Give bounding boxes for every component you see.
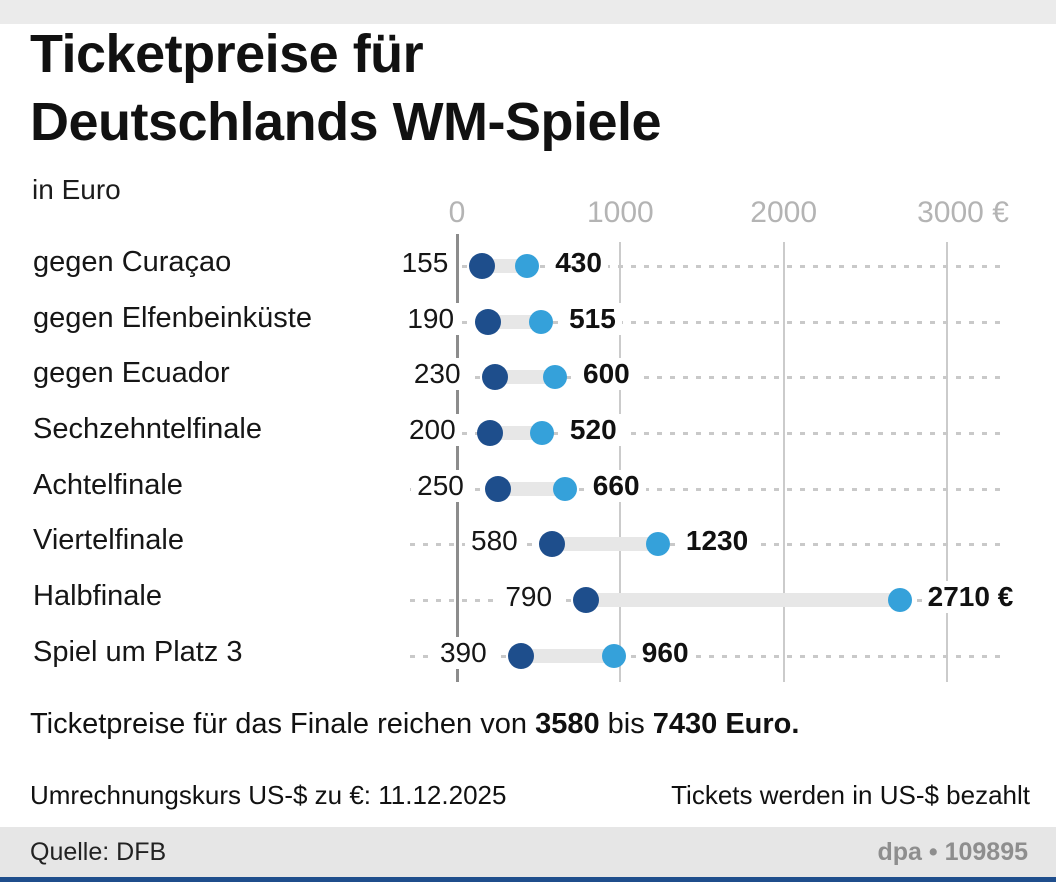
category-label: gegen Ecuador [33,357,230,390]
finale-price-note: Ticketpreise für das Finale reichen von … [30,708,799,741]
max-dot [887,587,912,612]
min-value-label: 155 [395,247,455,279]
title-line-1: Ticketpreise für [30,24,424,84]
source-label: Quelle: DFB [30,838,167,866]
min-dot [484,475,511,502]
row-dotted-line [410,487,1008,491]
max-value-label: 660 [586,469,646,502]
min-dot [538,531,565,558]
max-dot [552,476,577,501]
max-value-label: 960 [635,636,695,669]
min-value-label: 230 [407,358,467,391]
max-dot [529,309,554,334]
range-connector [488,314,542,329]
max-dot [515,254,540,278]
max-dot [543,365,567,390]
category-label: Spiel um Platz 3 [33,635,243,668]
top-strip [0,0,1056,24]
payment-currency-note: Tickets werden in US-$ bezahlt [671,780,1030,810]
axis-tick-label: 0 [448,196,466,229]
min-dot [507,642,534,669]
max-value-label: 515 [563,302,622,335]
max-dot [601,643,626,668]
min-dot [476,419,503,446]
category-label: Achtelfinale [33,468,183,501]
min-value-label: 200 [402,413,462,446]
axis-tick-label: 1000 [586,196,654,229]
unit-label: in Euro [32,174,121,205]
range-connector [489,425,542,440]
row-dotted-line [410,431,1008,435]
min-dot [481,364,508,391]
category-label: gegen Curaçao [33,246,232,278]
min-dot [475,308,502,335]
title-line-2: Deutschlands WM-Spiele [30,92,662,152]
category-label: Halbfinale [33,579,162,612]
axis-baseline [455,234,459,682]
gridline [619,242,622,682]
min-value-label: 250 [411,469,470,502]
page-title: Ticketpreise für Deutschlands WM-Spiele [30,20,662,156]
row-dotted-line [410,654,1008,658]
credit-label: dpa • 109895 [877,838,1028,866]
max-value-label: 600 [577,358,636,391]
min-value-label: 580 [465,525,524,558]
min-value-label: 790 [499,580,559,613]
min-value-label: 390 [433,636,493,669]
row-dotted-line [410,376,1008,380]
max-value-label: 430 [549,247,608,279]
max-dot [529,420,554,445]
note-min-price: 3580 [535,708,600,740]
min-value-label: 190 [401,302,461,335]
bottom-accent-bar [0,877,1056,882]
note-text-mid: bis [599,708,653,740]
range-connector [497,481,565,496]
row-dotted-line [410,265,1008,268]
category-label: Viertelfinale [33,524,185,557]
range-connector [586,592,900,607]
range-connector [494,370,555,385]
min-dot [469,253,496,279]
gridline [782,242,785,682]
axis-tick-label: 2000 [750,196,818,229]
axis-tick-label: 3000 € [917,196,1009,229]
footer-bar: Quelle: DFB dpa • 109895 [0,827,1056,877]
exchange-rate-note: Umrechnungskurs US-$ zu €: 11.12.2025 [30,780,507,810]
max-value-label: 1230 [679,525,755,558]
category-label: gegen Elfenbeinküste [33,301,312,334]
max-dot [645,532,670,557]
max-value-label: 2710 € [921,580,1020,613]
note-text: Ticketpreise für das Finale reichen von [30,708,536,740]
range-connector [551,537,658,552]
note-max-price: 7430 Euro. [652,708,800,740]
min-dot [573,586,600,613]
range-connector [520,648,614,663]
row-dotted-line [410,320,1008,324]
category-label: Sechzehntelfinale [33,412,262,445]
gridline [946,242,948,682]
max-value-label: 520 [563,413,623,446]
